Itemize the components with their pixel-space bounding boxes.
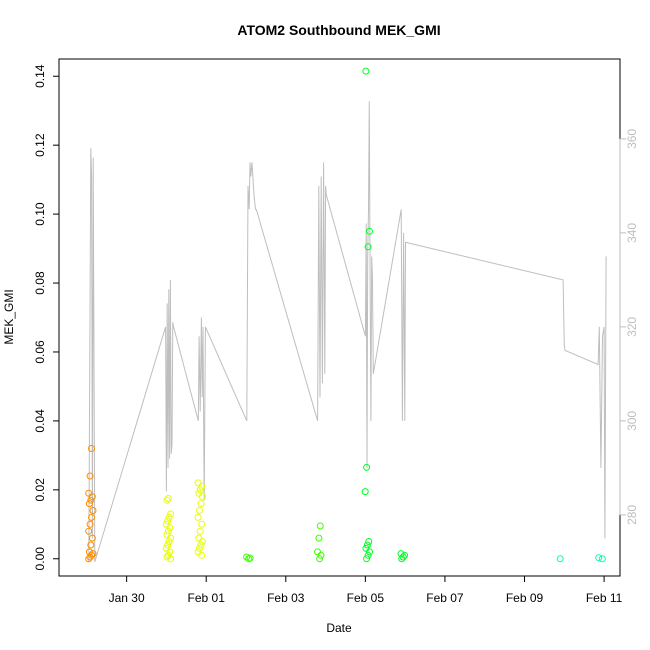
data-point (364, 243, 372, 251)
data-point (598, 555, 606, 563)
data-point (165, 513, 173, 521)
data-point (89, 550, 97, 558)
data-point (89, 507, 97, 514)
y-tick-label: 0.02 (33, 478, 47, 502)
data-point (243, 553, 251, 561)
data-point (167, 555, 175, 563)
x-tick-label: Feb 03 (267, 591, 305, 605)
data-point (364, 551, 372, 559)
y2-tick-label: 320 (625, 317, 639, 337)
data-point (86, 520, 94, 528)
data-point (365, 538, 373, 545)
data-point (165, 538, 173, 545)
y-tick-label: 0.10 (33, 202, 47, 226)
data-point (363, 555, 371, 563)
data-point (85, 527, 93, 535)
data-point (397, 550, 405, 558)
altitude-line (88, 101, 607, 563)
data-point (164, 494, 172, 502)
data-point (316, 522, 324, 530)
x-axis: Jan 30 Feb 01 Feb 03 Feb 05 Feb 07 Feb 09 Feb … (109, 575, 623, 605)
data-point (196, 486, 204, 494)
data-point (366, 227, 373, 235)
data-point (164, 527, 172, 535)
data-point (167, 510, 175, 518)
data-point (164, 551, 172, 559)
data-point (198, 551, 206, 559)
data-point (162, 520, 170, 528)
data-point (88, 551, 95, 559)
y-tick-label: 0.04 (33, 409, 47, 433)
data-point (88, 513, 95, 521)
y-tick-label: 0.00 (33, 547, 47, 571)
x-tick-label: Feb 01 (188, 591, 226, 605)
data-point (166, 548, 174, 556)
data-point (314, 548, 321, 556)
data-point (196, 507, 203, 514)
data-point (197, 500, 205, 508)
y-axis-label: MEK_GMI (2, 289, 16, 344)
data-point (361, 488, 369, 496)
data-point (194, 548, 202, 556)
y-tick-label: 0.12 (33, 133, 47, 157)
data-point (556, 555, 564, 563)
altitude-layer (88, 101, 607, 563)
data-point (85, 548, 93, 556)
data-point (163, 531, 171, 539)
data-point (315, 534, 323, 542)
data-point (246, 554, 254, 562)
data-point (197, 541, 205, 549)
data-point (317, 551, 325, 559)
data-point (316, 555, 324, 563)
data-point (363, 541, 371, 549)
x-tick-label: Feb 11 (586, 591, 623, 605)
data-point (167, 534, 175, 542)
data-point (162, 544, 170, 552)
data-point (88, 534, 96, 542)
data-point (196, 527, 204, 535)
data-point (86, 472, 94, 480)
plot-frame (58, 58, 621, 577)
data-point (595, 554, 603, 562)
data-point (164, 541, 172, 549)
data-point (194, 513, 202, 521)
data-point (366, 548, 373, 556)
data-point (166, 524, 174, 532)
x-tick-label: Jan 30 (109, 591, 145, 605)
data-point (194, 479, 202, 487)
y2-tick-label: 360 (625, 129, 639, 149)
data-point (88, 445, 95, 452)
y2-tick-label: 300 (625, 411, 639, 431)
y2-tick-label: 280 (625, 505, 639, 525)
data-point (163, 496, 171, 504)
data-point (362, 544, 370, 552)
data-point (196, 544, 203, 552)
y-tick-label: 0.14 (33, 64, 47, 88)
data-point (363, 463, 371, 471)
data-point (87, 541, 95, 549)
x-axis-label: Date (326, 621, 352, 635)
data-point (85, 489, 93, 497)
y-tick-label: 0.06 (33, 340, 47, 364)
data-point (87, 496, 95, 504)
chart-title: ATOM2 Southbound MEK_GMI (237, 22, 440, 38)
data-point (198, 482, 206, 490)
y-tick-label: 0.08 (33, 271, 47, 295)
x-tick-label: Feb 07 (426, 591, 464, 605)
secondary-y-axis: 280 300 320 340 360 (619, 129, 639, 525)
points-layer (85, 67, 606, 563)
data-point (198, 520, 206, 528)
y2-tick-label: 340 (625, 223, 639, 243)
data-point (195, 534, 203, 542)
y-axis: 0.00 0.02 0.04 0.06 0.08 0.10 0.12 0.14 (33, 64, 60, 571)
data-point (401, 551, 409, 559)
data-point (164, 517, 172, 525)
x-tick-label: Feb 05 (347, 591, 385, 605)
data-point (85, 500, 93, 508)
x-tick-label: Feb 09 (506, 591, 544, 605)
data-point (362, 67, 370, 75)
data-point (198, 538, 206, 545)
data-point (195, 489, 203, 497)
